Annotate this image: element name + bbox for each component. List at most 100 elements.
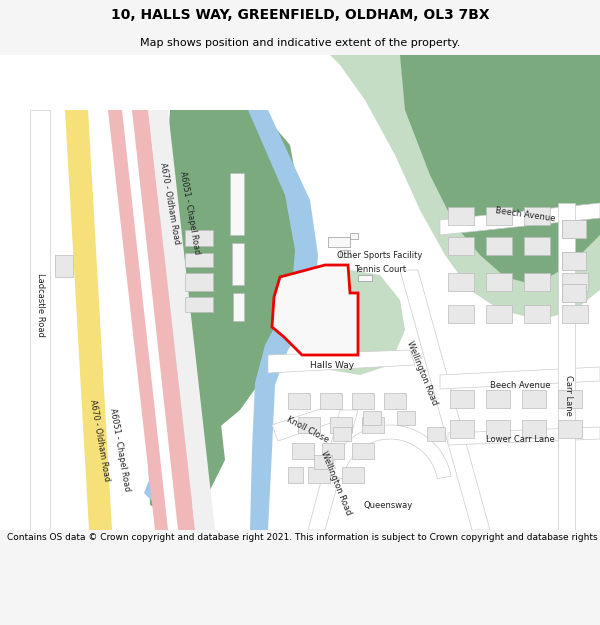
Polygon shape bbox=[400, 55, 600, 285]
Polygon shape bbox=[272, 403, 345, 441]
Polygon shape bbox=[0, 55, 600, 530]
Bar bbox=[522, 390, 546, 408]
Bar bbox=[232, 243, 244, 285]
Polygon shape bbox=[148, 110, 215, 530]
Text: Queensway: Queensway bbox=[364, 501, 413, 509]
Bar bbox=[185, 297, 213, 312]
Text: Beech Avenue: Beech Avenue bbox=[490, 381, 550, 389]
Polygon shape bbox=[155, 110, 300, 435]
Bar bbox=[340, 250, 350, 257]
Bar bbox=[486, 420, 510, 438]
Bar bbox=[450, 390, 474, 408]
Bar bbox=[292, 443, 314, 459]
Text: A6051 - Chapel Road: A6051 - Chapel Road bbox=[108, 408, 132, 492]
Bar bbox=[562, 252, 586, 270]
Bar bbox=[308, 467, 330, 483]
Bar bbox=[397, 411, 415, 425]
Text: Halls Way: Halls Way bbox=[310, 361, 354, 369]
Polygon shape bbox=[30, 110, 50, 530]
Bar bbox=[333, 427, 351, 441]
Text: Tennis Court: Tennis Court bbox=[354, 266, 406, 274]
Bar bbox=[562, 252, 586, 270]
Text: Lower Carr Lane: Lower Carr Lane bbox=[485, 434, 554, 444]
Text: A670 - Oldham Road: A670 - Oldham Road bbox=[158, 161, 182, 244]
Bar bbox=[562, 284, 586, 302]
Polygon shape bbox=[108, 110, 195, 530]
Text: Beech Avenue: Beech Avenue bbox=[494, 206, 556, 224]
Text: Contains OS data © Crown copyright and database right 2021. This information is : Contains OS data © Crown copyright and d… bbox=[7, 533, 600, 542]
Bar bbox=[330, 417, 352, 433]
Bar bbox=[352, 443, 374, 459]
Text: Map shows position and indicative extent of the property.: Map shows position and indicative extent… bbox=[140, 38, 460, 48]
Bar bbox=[562, 305, 588, 323]
Bar bbox=[524, 237, 550, 255]
Text: 10, HALLS WAY, GREENFIELD, OLDHAM, OL3 7BX: 10, HALLS WAY, GREENFIELD, OLDHAM, OL3 7… bbox=[110, 8, 490, 22]
Bar bbox=[55, 255, 73, 277]
Bar bbox=[448, 305, 474, 323]
Polygon shape bbox=[122, 110, 178, 530]
Polygon shape bbox=[448, 427, 600, 445]
Bar bbox=[448, 237, 474, 255]
Polygon shape bbox=[132, 110, 195, 530]
Bar bbox=[562, 220, 586, 238]
Polygon shape bbox=[245, 110, 318, 530]
Bar bbox=[358, 275, 372, 281]
Bar bbox=[486, 237, 512, 255]
Polygon shape bbox=[308, 410, 358, 530]
Bar bbox=[486, 305, 512, 323]
Bar bbox=[524, 305, 550, 323]
Bar bbox=[230, 173, 244, 235]
Polygon shape bbox=[144, 465, 192, 507]
Bar bbox=[562, 273, 588, 291]
Polygon shape bbox=[400, 270, 490, 530]
Bar bbox=[320, 393, 342, 409]
Bar bbox=[522, 420, 546, 438]
Polygon shape bbox=[330, 55, 600, 320]
Bar bbox=[486, 273, 512, 291]
Text: A670 - Oldham Road: A670 - Oldham Road bbox=[88, 398, 112, 482]
Bar bbox=[288, 393, 310, 409]
Bar bbox=[524, 207, 550, 225]
Text: Wellington Road: Wellington Road bbox=[405, 339, 439, 406]
Text: Wellington Road: Wellington Road bbox=[319, 449, 353, 516]
Polygon shape bbox=[295, 270, 405, 375]
Bar bbox=[558, 390, 582, 408]
Bar bbox=[350, 233, 358, 239]
Bar bbox=[486, 390, 510, 408]
Polygon shape bbox=[272, 265, 358, 355]
Text: Knoll Close: Knoll Close bbox=[286, 415, 331, 445]
Polygon shape bbox=[558, 203, 575, 530]
Polygon shape bbox=[329, 425, 451, 479]
Bar bbox=[342, 467, 364, 483]
Bar bbox=[322, 443, 344, 459]
Text: Carr Lane: Carr Lane bbox=[563, 374, 572, 416]
Bar bbox=[427, 427, 445, 441]
Text: A6051 - Chapel Road: A6051 - Chapel Road bbox=[178, 171, 202, 255]
Bar bbox=[384, 393, 406, 409]
Bar bbox=[562, 284, 586, 302]
Bar bbox=[450, 420, 474, 438]
Bar bbox=[185, 273, 213, 291]
Bar bbox=[448, 273, 474, 291]
Bar bbox=[524, 273, 550, 291]
Polygon shape bbox=[440, 367, 600, 389]
Bar bbox=[558, 420, 582, 438]
Bar bbox=[288, 467, 303, 483]
Polygon shape bbox=[65, 110, 112, 530]
Bar bbox=[362, 417, 384, 433]
Bar bbox=[352, 393, 374, 409]
Bar bbox=[328, 237, 350, 247]
Bar bbox=[486, 207, 512, 225]
Bar bbox=[363, 411, 381, 425]
Bar bbox=[185, 230, 213, 246]
Bar bbox=[298, 417, 320, 433]
Bar bbox=[448, 207, 474, 225]
Polygon shape bbox=[148, 395, 225, 515]
Bar bbox=[314, 455, 332, 469]
Bar bbox=[185, 253, 213, 267]
Text: Ladcastle Road: Ladcastle Road bbox=[35, 273, 44, 337]
Text: Other Sports Facility: Other Sports Facility bbox=[337, 251, 422, 259]
Bar bbox=[233, 293, 244, 321]
Polygon shape bbox=[268, 350, 415, 373]
Polygon shape bbox=[440, 203, 600, 235]
